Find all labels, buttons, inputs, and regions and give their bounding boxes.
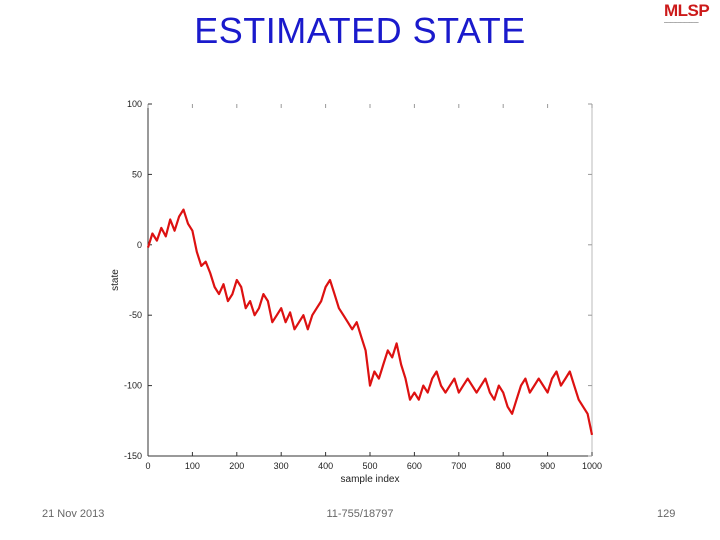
mlsp-logo: MLSP ▁▁▁▁▁▁▁▁▁▁▁▁▁▁▁ (664, 2, 718, 24)
x-tick-label: 300 (274, 461, 289, 471)
y-tick-label: -150 (124, 451, 142, 461)
y-tick-label: 0 (137, 240, 142, 250)
x-tick-label: 200 (229, 461, 244, 471)
chart-container: 0 100 200 300 400 500 600 700 800 900 1000 100 50 0 -5… (100, 90, 620, 490)
state-line-chart: 0 100 200 300 400 500 600 700 800 900 1000100500-5… (110, 99, 602, 485)
y-axis-label: state (110, 269, 121, 291)
logo-subtext: ▁▁▁▁▁▁▁▁▁▁▁▁▁▁▁ (664, 19, 699, 23)
footer-date: 21 Nov 2013 (42, 508, 105, 520)
x-tick-label: 0 (145, 461, 150, 471)
x-tick-label: 900 (540, 461, 555, 471)
page-number: 129 (657, 508, 676, 520)
x-tick-label: 600 (407, 461, 422, 471)
x-tick-label: 800 (496, 461, 511, 471)
y-tick-label: -50 (129, 310, 142, 320)
x-axis-label: sample index (341, 474, 400, 485)
y-tick-label: -100 (124, 381, 142, 391)
x-tick-label: 700 (451, 461, 466, 471)
x-tick-label: 400 (318, 461, 333, 471)
x-tick-label: 100 (185, 461, 200, 471)
slide-title: ESTIMATED STATE (194, 10, 526, 51)
footer-course: 11-755/18797 (326, 508, 394, 520)
y-tick-label: 50 (132, 169, 142, 179)
x-tick-label: 500 (362, 461, 377, 471)
x-tick-label: 1000 (582, 461, 602, 471)
y-tick-label: 100 (127, 99, 142, 109)
series-line-0 (146, 208, 594, 436)
logo-text: MLSP (664, 1, 710, 20)
